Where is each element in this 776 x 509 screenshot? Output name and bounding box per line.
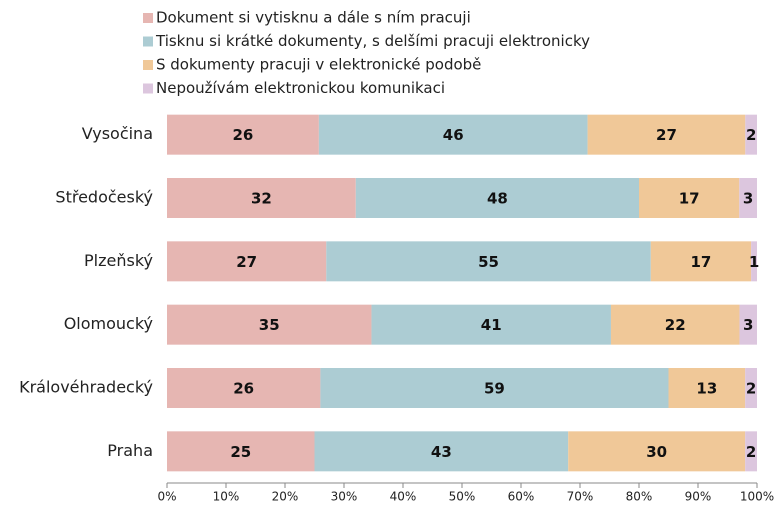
y-tick-label: Královéhradecký: [19, 378, 153, 397]
legend-swatch: [143, 13, 153, 23]
value-label: 3: [743, 190, 753, 208]
bar-segment: [568, 431, 746, 472]
x-tick-label: 60%: [508, 490, 535, 504]
value-label: 27: [656, 126, 677, 144]
x-tick-label: 0%: [157, 490, 176, 504]
bar-segment: [326, 241, 651, 282]
x-tick-label: 90%: [685, 490, 712, 504]
value-label: 41: [481, 316, 502, 334]
value-label: 17: [679, 190, 700, 208]
value-label: 26: [233, 380, 254, 398]
y-tick-label: Středočeský: [55, 188, 153, 207]
value-label: 32: [251, 190, 272, 208]
x-tick-label: 100%: [740, 490, 774, 504]
bar-segment: [745, 114, 757, 155]
bar-segment: [739, 304, 757, 345]
x-tick-label: 30%: [331, 490, 358, 504]
bar-segment: [167, 431, 315, 472]
legend-swatch: [143, 83, 153, 94]
bar-segment: [167, 368, 321, 408]
bar-segment: [751, 241, 757, 282]
x-tick-label: 80%: [626, 490, 653, 504]
value-label: 1: [749, 253, 759, 271]
x-tick-label: 40%: [390, 490, 417, 504]
value-label: 17: [691, 253, 712, 271]
value-label: 22: [665, 316, 686, 334]
bar-segment: [167, 114, 319, 155]
legend-label: Tisknu si krátké dokumenty, s delšími pr…: [155, 32, 590, 50]
bar-segment: [167, 178, 356, 218]
bar-segment: [639, 178, 740, 218]
value-label: 46: [443, 126, 464, 144]
value-label: 55: [478, 253, 499, 271]
value-label: 48: [487, 190, 508, 208]
bar-segment: [739, 178, 757, 218]
bar-segment: [587, 114, 746, 155]
bar-segment: [320, 368, 669, 408]
x-tick-label: 70%: [567, 490, 594, 504]
value-label: 30: [646, 443, 667, 461]
y-tick-label: Plzeňský: [84, 251, 153, 270]
bar-segment: [167, 241, 327, 282]
bar-segment: [610, 304, 740, 345]
bar-segment: [314, 431, 569, 472]
value-label: 27: [236, 253, 257, 271]
bar-segment: [167, 304, 372, 345]
bar-segment: [745, 368, 757, 408]
y-tick-label: Praha: [107, 441, 153, 460]
value-label: 2: [746, 126, 756, 144]
legend-label: Dokument si vytisknu a dále s ním pracuj…: [156, 9, 471, 27]
value-label: 13: [696, 380, 717, 398]
x-tick-label: 20%: [272, 490, 299, 504]
y-tick-label: Olomoucký: [64, 314, 153, 333]
value-label: 26: [233, 126, 254, 144]
legend-swatch: [143, 36, 153, 47]
bar-segment: [318, 114, 588, 155]
bar-segment: [745, 431, 757, 472]
value-label: 3: [743, 316, 753, 334]
legend-label: Nepoužívám elektronickou komunikaci: [156, 79, 445, 97]
bar-segment: [355, 178, 639, 218]
bar-segment: [650, 241, 752, 282]
legend-swatch: [143, 60, 153, 70]
value-label: 59: [484, 380, 505, 398]
x-tick-label: 10%: [213, 490, 240, 504]
x-tick-label: 50%: [449, 490, 476, 504]
bar-segment: [371, 304, 611, 345]
y-tick-label: Vysočina: [82, 124, 153, 143]
value-label: 35: [259, 316, 280, 334]
value-label: 25: [230, 443, 251, 461]
legend-label: S dokumenty pracuji v elektronické podob…: [156, 56, 481, 74]
value-label: 2: [746, 443, 756, 461]
bar-segment: [668, 368, 746, 408]
value-label: 43: [431, 443, 452, 461]
value-label: 2: [746, 380, 756, 398]
